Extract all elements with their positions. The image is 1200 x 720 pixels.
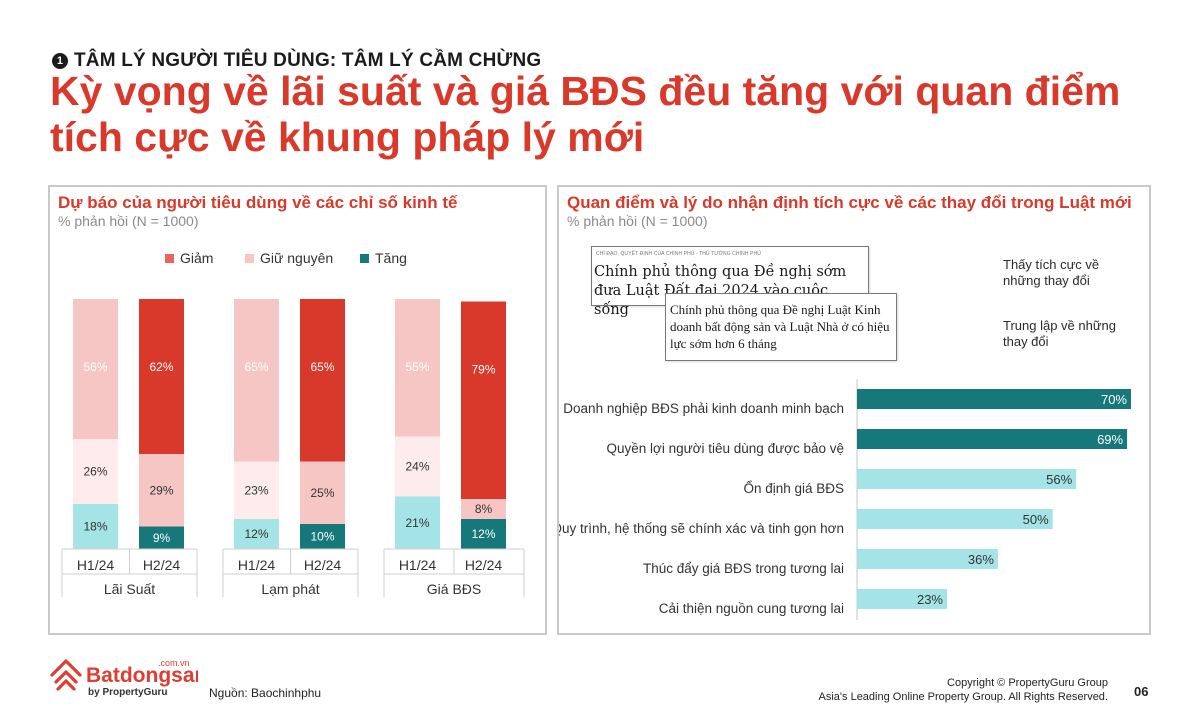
left-panel-title: Dự báo của người tiêu dùng về các chỉ số… [58, 193, 458, 212]
bar-lai-suat-h1-24-giu-nguyen [73, 439, 118, 504]
x-tick-lai-suat-h1-24: H1/24 [77, 557, 115, 573]
bar-gia-bds-h2-24-tang [461, 519, 506, 549]
bar-lai-suat-h2-24-tang-label: 9% [153, 531, 171, 545]
bar-gia-bds-h2-24-giam-label: 79% [471, 363, 495, 377]
bar-gia-bds-h1-24-giu-nguyen [395, 436, 440, 497]
stacked-bar-chart: Giảm Giữ nguyên Tăng 18% 26% 56% H1/24 9% 29% 62%… [61, 250, 525, 597]
bar-lam-phat-h1-24-giu-nguyen-label: 23% [244, 483, 268, 497]
copyright-block: Copyright © PropertyGuru Group Asia's Le… [819, 676, 1108, 704]
bar-lam-phat-h2-24-tang [300, 524, 345, 549]
bar-lai-suat-h2-24-giam [139, 299, 184, 454]
section-kicker: 1 TÂM LÝ NGƯỜI TIÊU DÙNG: TÂM LÝ CẦM CHỪN… [52, 50, 541, 72]
stat-neutral-circle: 19% [945, 324, 981, 343]
x-tick-lam-phat-h1-24: H1/24 [238, 557, 276, 573]
legend-label-giu-nguyen: Giữ nguyên [260, 250, 333, 266]
bar-lam-phat-h1-24-tang-label: 12% [244, 527, 268, 541]
stat-positive-circle: 76% [945, 265, 981, 284]
group-label-lam-phat: Lạm phát [261, 581, 319, 597]
hbar-category-on-dinh-gia-bds: Ổn định giá BĐS [743, 481, 844, 496]
bar-lam-phat-h1-24-tang [234, 519, 279, 549]
bar-lai-suat-h2-24-tang [139, 526, 184, 549]
legend-swatch-giam [165, 254, 174, 263]
batdongsan-logo: Batdongsan .com.vn by PropertyGuru [50, 658, 198, 698]
hbar-value-quy-trinh-he-thong-se-chinh-xac-va-tinh-gon-hon: 50% [1023, 512, 1049, 527]
bar-lai-suat-h1-24-tang [73, 504, 118, 549]
bar-lam-phat-h2-24-giu-nguyen-label: 25% [310, 486, 334, 500]
news-callout-secondary-text: Chính phủ thông qua Đề nghị Luật Kinh do… [670, 302, 890, 351]
bar-lam-phat-h2-24-tang-label: 10% [310, 530, 334, 544]
hbar-category-thuc-day-gia-bds-trong-tuong-lai: Thúc đẩy giá BĐS trong tương lai [643, 561, 844, 576]
group-label-lai-suat: Lãi Suất [104, 581, 155, 597]
bar-lai-suat-h1-24-giam-label: 56% [83, 360, 107, 374]
right-panel-title: Quan điểm và lý do nhận định tích cực về… [567, 193, 1132, 212]
logo-domain: .com.vn [158, 658, 190, 668]
copyright-line-1: Copyright © PropertyGuru Group [947, 677, 1108, 689]
source-note: Nguồn: Baochinhphu [209, 686, 322, 700]
hbar-category-cai-thien-nguon-cung-tuong-lai: Cải thiện nguồn cung tương lai [659, 601, 844, 616]
group-label-gia-bds: Giá BĐS [427, 581, 481, 597]
hbar-on-dinh-gia-bds [857, 469, 1077, 489]
bar-lam-phat-h1-24-giam-label: 65% [244, 360, 268, 374]
hbar-category-quyen-loi-nguoi-tieu-dung-duoc-bao-ve: Quyền lợi người tiêu dùng được bảo vệ [606, 441, 844, 456]
x-tick-gia-bds-h1-24: H1/24 [399, 557, 437, 573]
hbar-value-doanh-nghiep-bds-phai-kinh-doanh-minh-bach: 70% [1101, 392, 1127, 407]
hbar-value-cai-thien-nguon-cung-tuong-lai: 23% [917, 592, 943, 607]
news-callout-secondary: Chính phủ thông qua Đề nghị Luật Kinh do… [665, 293, 897, 361]
legend-label-giam: Giảm [180, 250, 213, 266]
horizontal-bar-chart: 70% Doanh nghiệp BĐS phải kinh doanh minh… [559, 379, 1131, 620]
bar-gia-bds-h2-24-giu-nguyen-label: 8% [475, 502, 493, 516]
left-panel-subtitle: % phản hồi (N = 1000) [58, 213, 199, 229]
copyright-line-2: Asia's Leading Online Property Group. Al… [818, 691, 1108, 703]
left-panel: Dự báo của người tiêu dùng về các chỉ số… [48, 185, 547, 635]
hbar-quyen-loi-nguoi-tieu-dung-duoc-bao-ve [857, 429, 1128, 449]
legend-swatch-giu-nguyen [245, 254, 254, 263]
bar-gia-bds-h1-24-giam [395, 299, 440, 437]
bar-lai-suat-h1-24-giu-nguyen-label: 26% [83, 465, 107, 479]
legend-swatch-tang [360, 254, 369, 263]
stat-positive-label: Thấy tích cực về những thay đổi [1003, 257, 1100, 288]
hbar-category-doanh-nghiep-bds-phai-kinh-doanh-minh-bach: Doanh nghiệp BĐS phải kinh doanh minh bạ… [563, 401, 844, 416]
hbar-value-on-dinh-gia-bds: 56% [1046, 472, 1072, 487]
bar-gia-bds-h1-24-tang [395, 496, 440, 549]
news-callout-kicker: CHỈ ĐẠO, QUYẾT ĐỊNH CỦA CHÍNH PHỦ - THỦ … [596, 251, 761, 257]
bar-lam-phat-h1-24-giu-nguyen [234, 461, 279, 519]
hbar-thuc-day-gia-bds-trong-tuong-lai [857, 549, 998, 569]
page-number: 06 [1134, 684, 1149, 699]
section-number: 1 [52, 53, 68, 69]
bar-lai-suat-h1-24-tang-label: 18% [83, 520, 107, 534]
right-panel-subtitle: % phản hồi (N = 1000) [567, 213, 708, 229]
section-kicker-text: TÂM LÝ NGƯỜI TIÊU DÙNG: TÂM LÝ CẦM CHỪNG [74, 50, 542, 71]
logo-byline: by PropertyGuru [88, 687, 167, 698]
x-tick-gia-bds-h2-24: H2/24 [465, 557, 503, 573]
hbar-value-thuc-day-gia-bds-trong-tuong-lai: 36% [968, 552, 994, 567]
stat-neutral-label: Trung lập về những thay đổi [1003, 318, 1117, 349]
bar-lai-suat-h2-24-giu-nguyen-label: 29% [149, 483, 173, 497]
bar-lai-suat-h2-24-giam-label: 62% [149, 360, 173, 374]
bar-gia-bds-h1-24-giam-label: 55% [405, 360, 429, 374]
logo-wordmark: Batdongsan [86, 664, 198, 687]
house-logo-icon [50, 659, 82, 691]
hbar-category-quy-trinh-he-thong-se-chinh-xac-va-tinh-gon-hon: Quy trình, hệ thống sẽ chính xác và tinh… [559, 521, 844, 536]
hbar-doanh-nghiep-bds-phai-kinh-doanh-minh-bach [857, 389, 1131, 409]
hbar-quy-trinh-he-thong-se-chinh-xac-va-tinh-gon-hon [857, 509, 1053, 529]
bar-gia-bds-h2-24-giu-nguyen [461, 499, 506, 519]
bar-lam-phat-h2-24-giu-nguyen [300, 461, 345, 524]
hbar-cai-thien-nguon-cung-tuong-lai [857, 589, 947, 609]
bar-gia-bds-h2-24-giam [461, 301, 506, 499]
x-tick-lam-phat-h2-24: H2/24 [304, 557, 342, 573]
bar-lam-phat-h2-24-giam [300, 299, 345, 462]
bar-gia-bds-h1-24-tang-label: 21% [405, 516, 429, 530]
page-headline: Kỳ vọng về lãi suất và giá BĐS đều tăng … [50, 68, 1121, 160]
bar-lam-phat-h1-24-giam [234, 299, 279, 462]
bar-gia-bds-h1-24-giu-nguyen-label: 24% [405, 460, 429, 474]
hbar-value-quyen-loi-nguoi-tieu-dung-duoc-bao-ve: 69% [1097, 432, 1123, 447]
x-tick-lai-suat-h2-24: H2/24 [143, 557, 181, 573]
bar-gia-bds-h2-24-tang-label: 12% [471, 527, 495, 541]
bar-lam-phat-h2-24-giam-label: 65% [310, 360, 334, 374]
legend-label-tang: Tăng [375, 250, 407, 266]
bar-lai-suat-h1-24-giam [73, 299, 118, 439]
right-panel: Quan điểm và lý do nhận định tích cực về… [557, 185, 1151, 635]
bar-lai-suat-h2-24-giu-nguyen [139, 454, 184, 527]
